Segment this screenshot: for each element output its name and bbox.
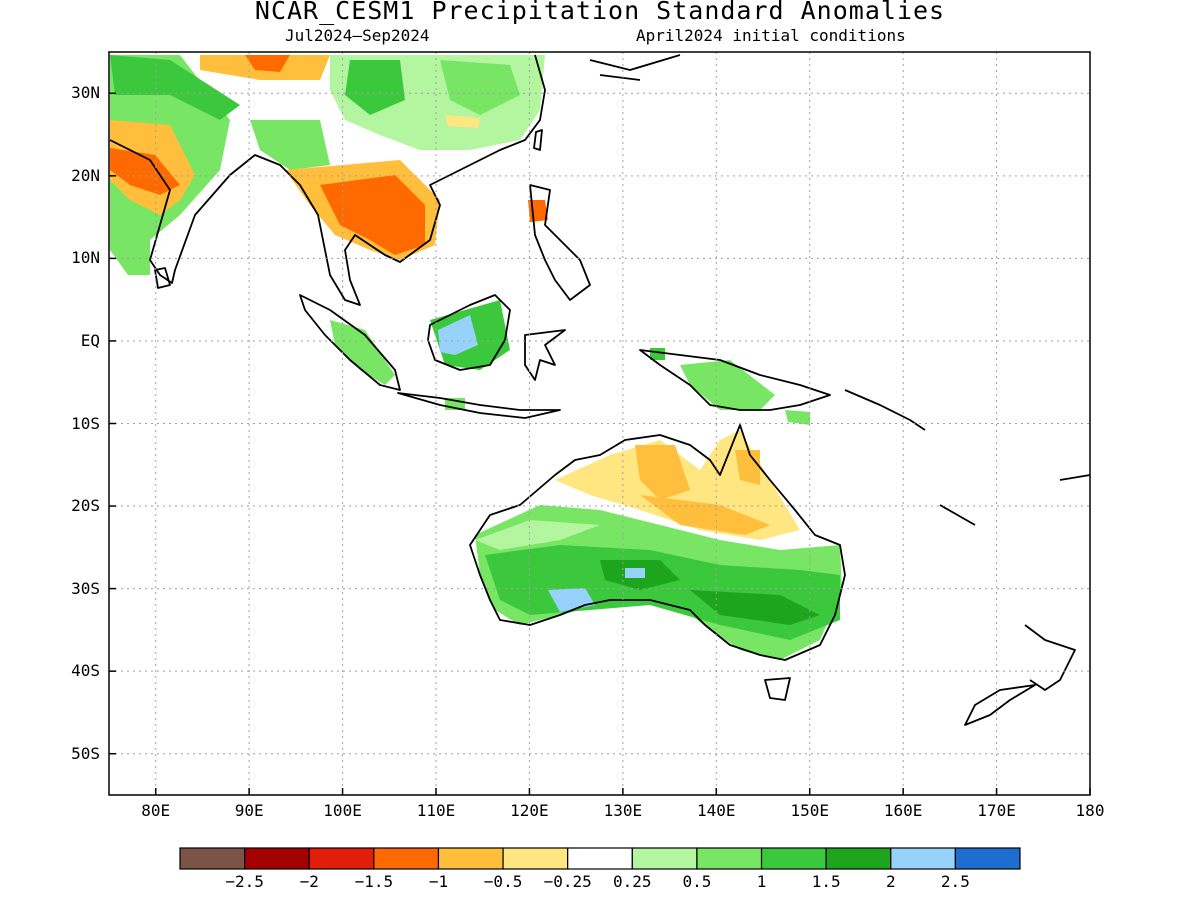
colorbar-label: −0.25 <box>543 872 592 891</box>
latitude-label: 20S <box>71 496 100 516</box>
colorbar-label: 0.25 <box>613 872 652 891</box>
anomaly-region <box>245 55 290 72</box>
coastline-borneo <box>427 294 511 371</box>
coastline-australia <box>469 424 846 661</box>
forecast-period: Jul2024–Sep2024 <box>285 26 430 45</box>
colorbar-swatch <box>373 847 440 870</box>
anomaly-region <box>345 60 405 115</box>
colorbar-swatch <box>437 847 504 870</box>
colorbar-label: 1.5 <box>811 872 841 891</box>
coastline-philippines <box>529 184 591 301</box>
anomaly-region <box>680 360 775 410</box>
longitude-label: 130E <box>603 801 643 820</box>
colorbar-swatch <box>825 847 892 870</box>
initial-conditions: April2024 initial conditions <box>636 26 906 45</box>
latitude-label: 10S <box>71 413 100 433</box>
coastline-new-guinea <box>639 349 831 411</box>
coastline-taiwan <box>533 129 543 151</box>
latitude-label: 30N <box>71 83 100 103</box>
coastline-java <box>397 392 561 419</box>
anomaly-region <box>110 55 240 120</box>
latitude-label: 10N <box>71 248 100 268</box>
longitude-label: 80E <box>141 801 171 820</box>
colorbar-swatch <box>696 847 763 870</box>
colorbar-swatch <box>567 847 633 870</box>
coastline-sulawesi <box>524 329 566 381</box>
colorbar-swatch <box>244 847 310 870</box>
anomaly-region <box>690 590 820 625</box>
colorbar-swatch <box>890 847 956 870</box>
anomaly-region <box>110 148 180 195</box>
coastline-pacific-islands <box>844 389 1091 526</box>
coastline-asia <box>109 54 546 306</box>
coastline-new-zealand <box>964 624 1076 726</box>
longitude-label: 120E <box>510 801 549 820</box>
anomaly-region <box>640 495 770 535</box>
longitude-label: 90E <box>234 801 264 820</box>
colorbar-label: 1 <box>756 872 767 891</box>
longitude-label: 140E <box>697 801 736 820</box>
longitude-label: 100E <box>323 801 362 820</box>
colorbar-swatch <box>179 847 246 870</box>
anomaly-region <box>438 315 478 355</box>
colorbar <box>179 847 1021 870</box>
anomaly-region <box>445 115 480 128</box>
colorbar-label: −2.5 <box>225 872 264 891</box>
latitude-label: 30S <box>71 578 100 598</box>
latitude-label: 40S <box>71 661 100 681</box>
colorbar-swatch <box>502 847 569 870</box>
map-title: NCAR_CESM1 Precipitation Standard Anomal… <box>254 0 946 25</box>
anomaly-region <box>320 175 425 255</box>
coastline-sri-lanka <box>154 267 171 289</box>
latitude-label: 50S <box>71 743 100 763</box>
colorbar-label: 2 <box>885 872 896 891</box>
anomaly-region <box>635 445 690 500</box>
anomaly-region <box>625 568 645 578</box>
colorbar-label: −1.5 <box>354 872 394 891</box>
latitude-label: EQ <box>80 330 100 350</box>
coastline-tasmania <box>764 677 791 701</box>
colorbar-label: −0.5 <box>483 872 523 891</box>
colorbar-swatch <box>760 847 827 870</box>
longitude-label: 180 <box>1075 801 1105 820</box>
anomaly-region <box>475 520 600 550</box>
anomaly-region <box>330 320 395 385</box>
longitude-label: 110E <box>416 801 456 820</box>
longitude-label: 160E <box>883 801 923 820</box>
longitude-label: 170E <box>977 801 1016 820</box>
longitude-label: 150E <box>790 801 829 820</box>
latitude-label: 20N <box>71 165 100 185</box>
coastline-japan <box>589 54 681 81</box>
colorbar-label: −2 <box>299 872 319 891</box>
colorbar-label: −1 <box>428 872 449 891</box>
coastline-sumatra <box>299 294 401 391</box>
anomaly-region <box>440 60 520 115</box>
colorbar-swatch <box>954 847 1021 870</box>
colorbar-swatch <box>308 847 375 870</box>
colorbar-label: 2.5 <box>940 872 970 891</box>
colorbar-label: 0.5 <box>682 872 712 891</box>
colorbar-swatch <box>631 847 698 870</box>
anomaly-region <box>785 410 810 425</box>
map-frame <box>108 51 1091 796</box>
anomaly-region <box>250 120 330 170</box>
